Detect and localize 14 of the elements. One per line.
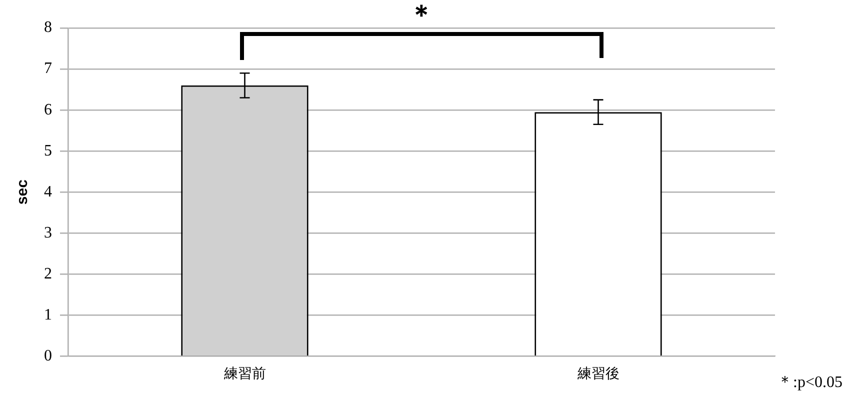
y-tick-label: 4 (44, 183, 52, 200)
y-tick-label: 6 (44, 101, 52, 118)
text: ＊:p<0.05 (777, 373, 842, 394)
y-tick-label: 3 (44, 224, 52, 242)
y-axis-title: sec (14, 180, 32, 205)
x-tick-label: 練習前 (222, 366, 266, 382)
y-tick-label: 0 (44, 347, 52, 364)
y-tick-label: 5 (44, 142, 52, 160)
y-tick-label: 7 (44, 60, 52, 78)
y-tick-label: 1 (44, 306, 52, 324)
y-tick-label: 8 (44, 19, 52, 36)
y-tick-label: 2 (44, 265, 52, 282)
x-tick-label: 練習後 (576, 366, 620, 382)
annotation: ＊ (408, 0, 434, 30)
